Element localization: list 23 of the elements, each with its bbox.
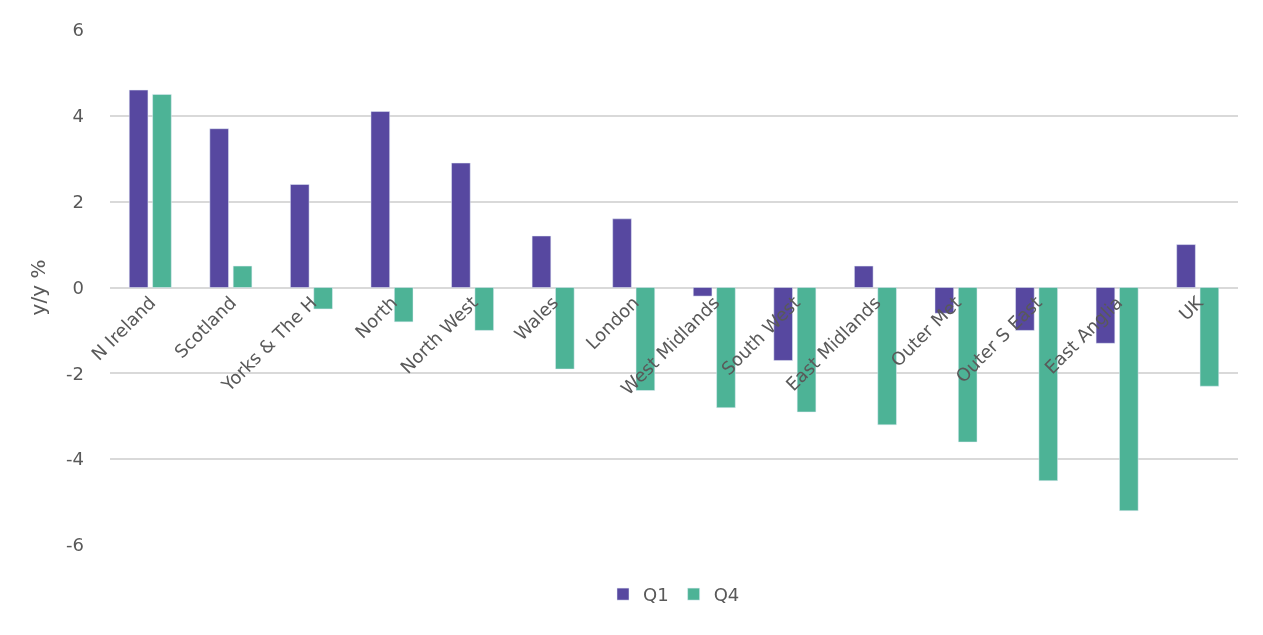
y-axis-title: y/y % [25, 259, 50, 316]
bar [152, 94, 172, 288]
y-tick-label: -4 [66, 448, 84, 470]
bar [693, 287, 713, 297]
bar [370, 111, 390, 288]
bar [854, 265, 874, 288]
bar [290, 184, 310, 288]
y-tick-label: -2 [66, 362, 84, 384]
y-tick-label: 6 [72, 19, 84, 41]
y-tick-label: 2 [72, 190, 84, 212]
x-tick-label: UK [1174, 291, 1208, 325]
legend-label: Q1 [643, 584, 669, 606]
bar [531, 235, 552, 288]
bar [232, 265, 253, 288]
bar [1176, 244, 1196, 288]
bar [612, 218, 632, 288]
y-tick-label: 4 [72, 105, 84, 127]
bar [451, 162, 471, 288]
y-tick-label: -6 [66, 534, 84, 556]
y-tick-label: 0 [72, 276, 84, 298]
legend-label: Q4 [713, 584, 740, 606]
bar [209, 128, 229, 288]
bar [129, 89, 149, 288]
